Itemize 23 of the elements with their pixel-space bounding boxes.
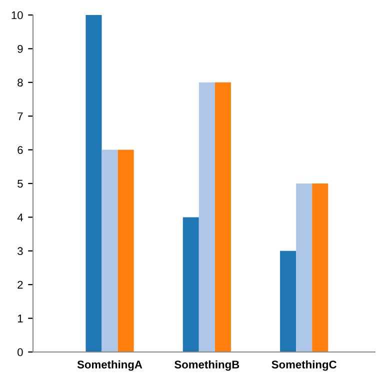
- bar: [102, 150, 118, 352]
- bar: [118, 150, 134, 352]
- bar: [296, 184, 312, 352]
- x-tick-label: SomethingA: [77, 360, 142, 371]
- y-tick-label: 2: [18, 280, 23, 289]
- x-tick-label: SomethingB: [174, 360, 240, 371]
- bar: [182, 217, 199, 352]
- y-tick-label: 6: [18, 146, 23, 154]
- bar: [214, 82, 231, 352]
- y-tick-label: 4: [17, 214, 23, 222]
- y-tick-label: 7: [18, 112, 23, 120]
- y-tick-label: 8: [18, 78, 23, 87]
- bar: [280, 250, 296, 352]
- y-tick-label: 9: [18, 44, 23, 53]
- bar: [198, 82, 215, 352]
- y-tick-label: 5: [18, 180, 23, 188]
- bar: [86, 15, 102, 352]
- y-tick-label: 0: [18, 348, 23, 356]
- y-tick-label: 1: [18, 314, 23, 322]
- x-tick-label: SomethingC: [272, 360, 336, 371]
- bar: [312, 184, 328, 352]
- y-tick-label: 10: [12, 11, 23, 20]
- y-tick-label: 3: [18, 247, 23, 256]
